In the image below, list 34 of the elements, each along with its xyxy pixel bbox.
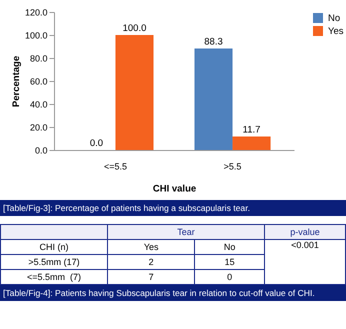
text: >5.5mm (17)	[0, 254, 108, 270]
bar	[232, 136, 271, 150]
y-tick-label: 40.0	[30, 100, 48, 110]
text: No	[194, 240, 264, 254]
text: 88.3	[204, 36, 223, 48]
text: 0	[194, 270, 264, 284]
text: 2	[108, 254, 195, 270]
text: [Table/Fig-3]: Percentage of patients having a subscapularis tear.	[0, 200, 346, 216]
legend-label: Yes	[328, 26, 344, 37]
text: Tear	[108, 224, 264, 240]
bar	[194, 48, 233, 150]
text: 7	[108, 270, 195, 284]
text: 100.0	[122, 23, 146, 34]
text: p-value	[264, 224, 346, 240]
y-tick-label: 80.0	[30, 54, 48, 64]
x-axis-title: CHI value	[152, 184, 196, 194]
text: 15	[194, 254, 264, 270]
y-tick-label: 20.0	[30, 122, 48, 132]
text: 0.0	[90, 138, 104, 149]
text: <0.001	[264, 240, 346, 284]
x-tick-label: >5.5	[224, 162, 242, 172]
bar	[115, 35, 154, 150]
y-tick-label: 0.0	[34, 146, 48, 156]
text: Yes	[108, 240, 195, 254]
text: <=5.5mm (7)	[0, 270, 108, 284]
text: CHI (n)	[0, 240, 108, 254]
legend-label: No	[328, 13, 340, 24]
y-tick-label: 60.0	[30, 76, 48, 86]
text: 11.7	[242, 124, 260, 136]
y-tick-label: 120.0	[24, 8, 48, 18]
x-tick-label: <=5.5	[104, 162, 127, 172]
text: [Table/Fig-4]: Patients having Subscapularis tear in relation to cut-off value of CHI.	[0, 285, 346, 301]
y-tick-label: 100.0	[24, 30, 48, 40]
y-axis-title: Percentage	[10, 56, 22, 108]
